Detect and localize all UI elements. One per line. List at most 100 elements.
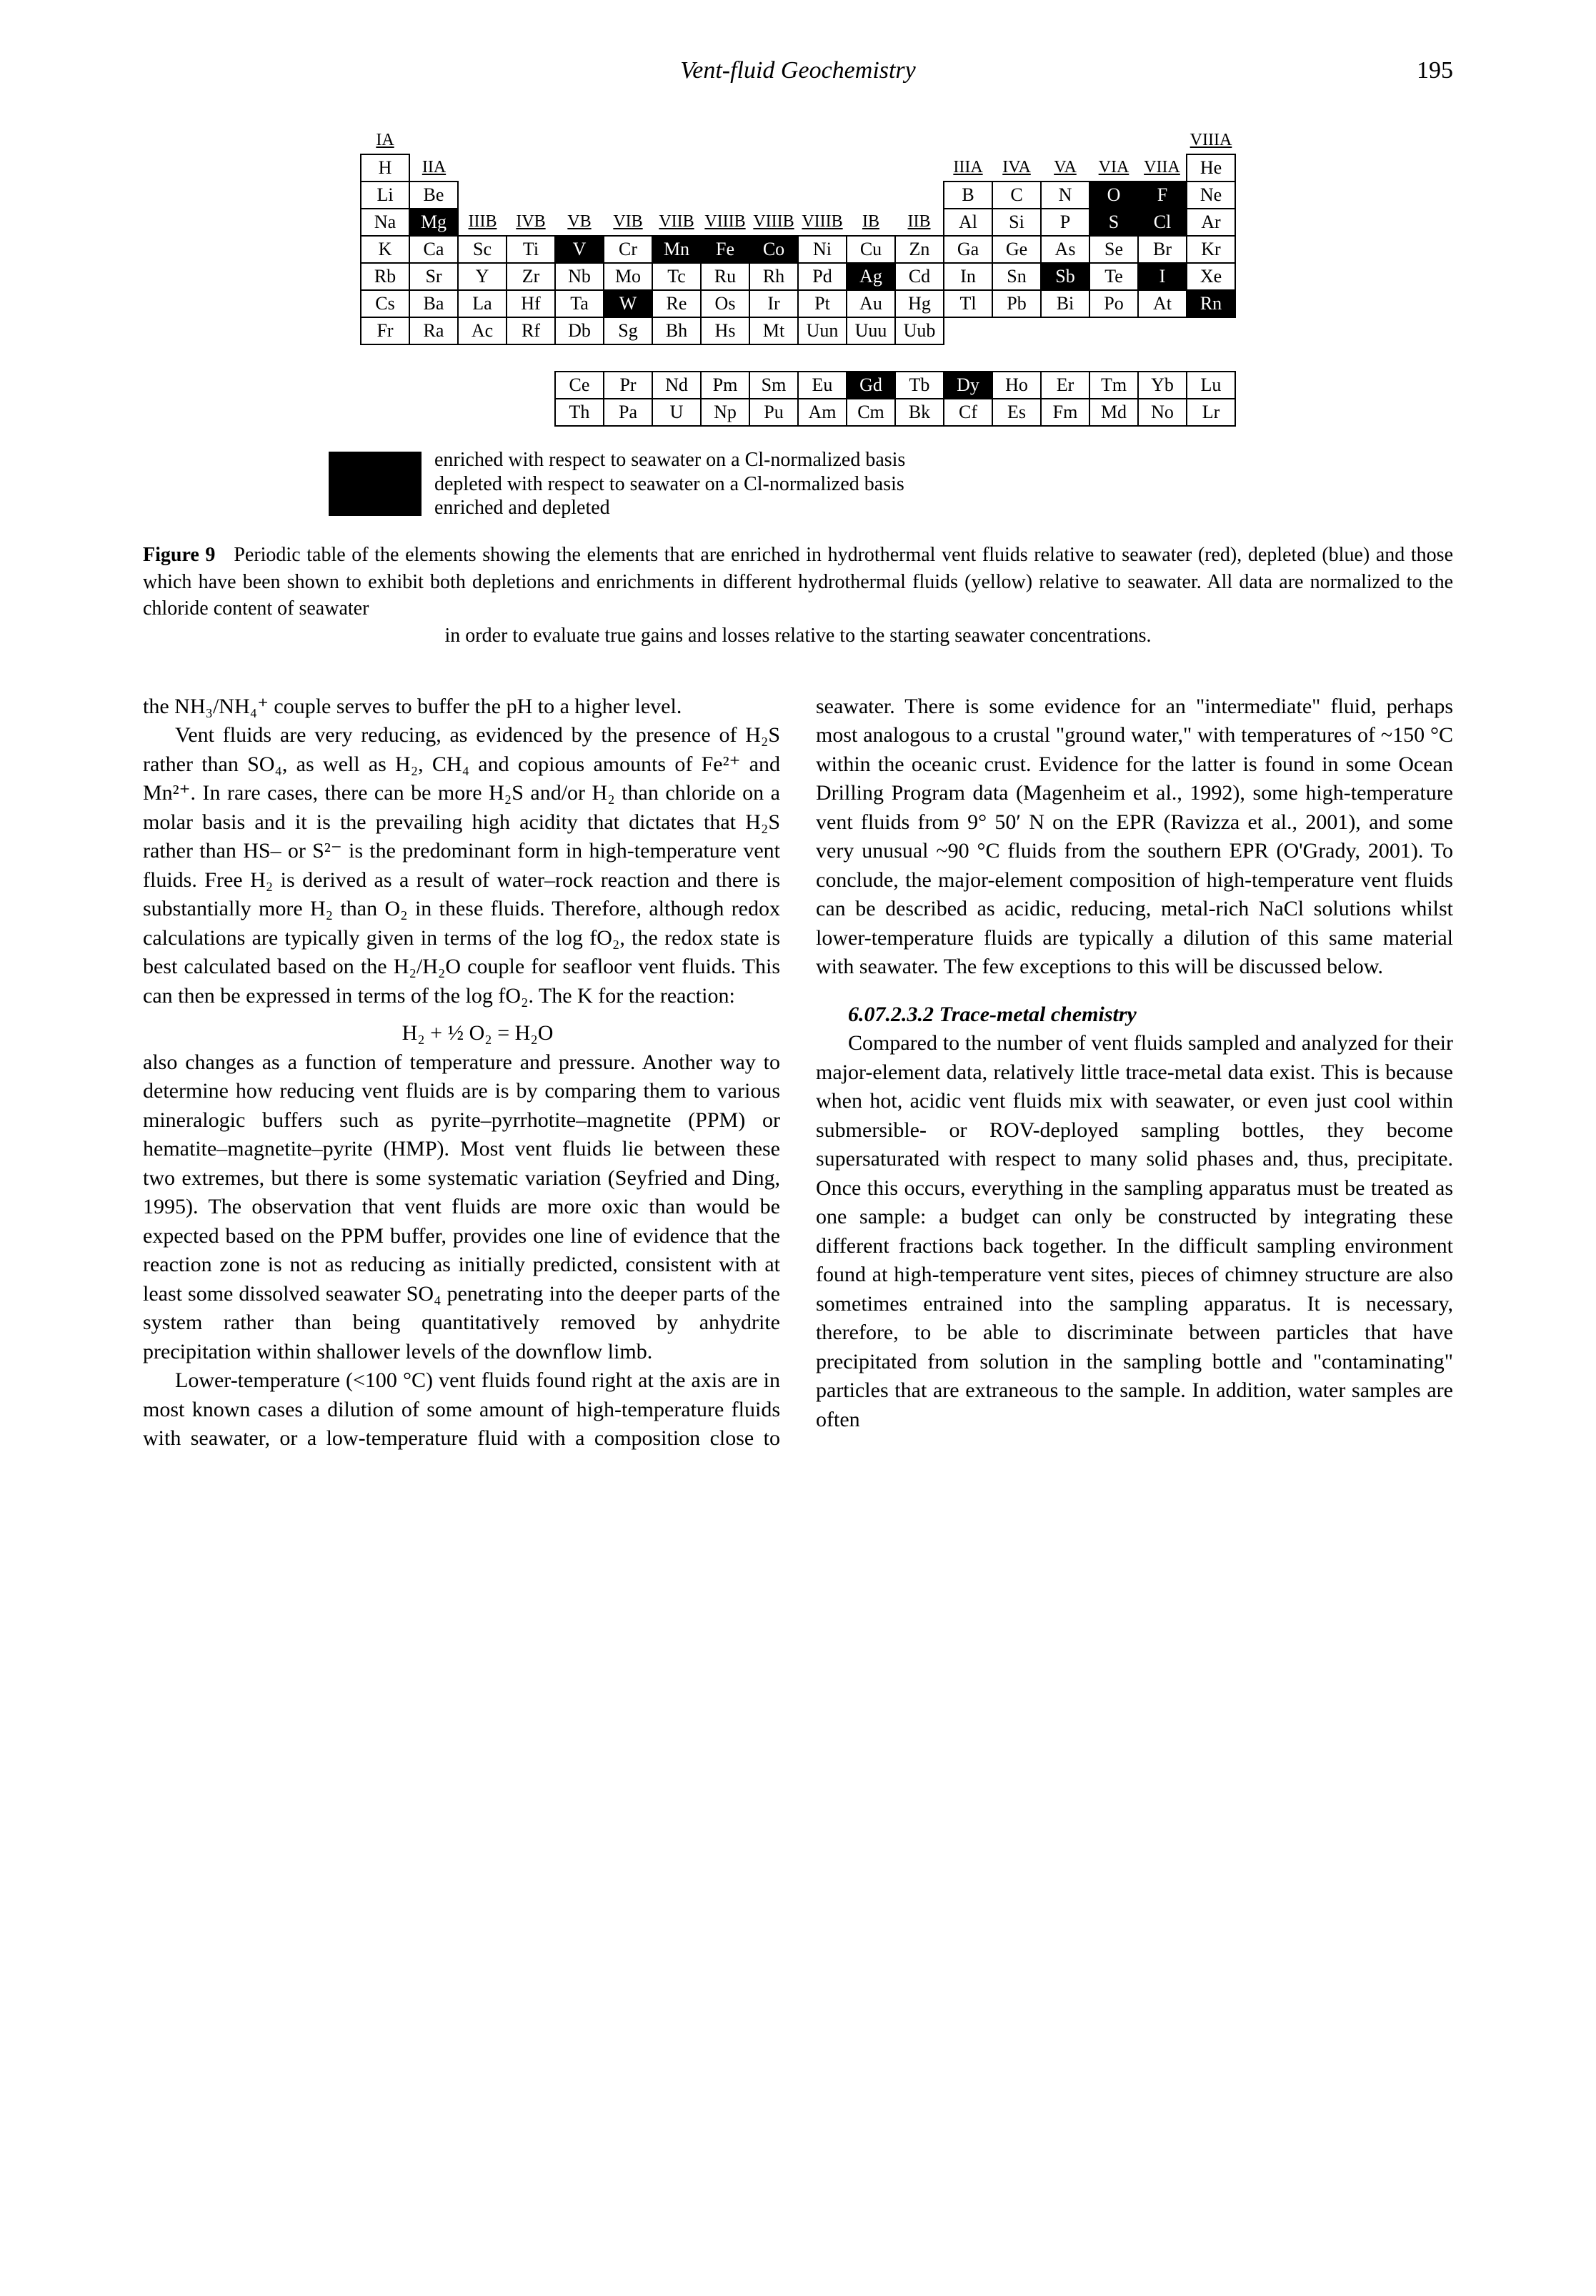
- group-label: VIIIB: [701, 209, 749, 236]
- element-cell: Sn: [992, 263, 1041, 290]
- element-cell: Cf: [944, 399, 992, 426]
- element-cell: Se: [1089, 236, 1138, 263]
- element-cell: Cd: [895, 263, 944, 290]
- element-cell: No: [1138, 399, 1187, 426]
- element-cell: Pb: [992, 290, 1041, 317]
- element-cell: Au: [847, 290, 895, 317]
- element-cell: Md: [1089, 399, 1138, 426]
- periodic-row: H IIA IIIA IVA VA VIA VIIA He: [361, 154, 1235, 182]
- element-cell: Co: [749, 236, 798, 263]
- periodic-table-figure: IA VIIIA H IIA IIIA IVA VA VIA VIIA He L…: [143, 127, 1453, 520]
- element-cell: Es: [992, 399, 1041, 426]
- element-cell: Sg: [604, 317, 652, 344]
- element-cell: Hs: [701, 317, 749, 344]
- element-cell: Ba: [409, 290, 458, 317]
- element-cell: Eu: [798, 372, 847, 399]
- group-label: IB: [847, 209, 895, 236]
- element-cell: W: [604, 290, 652, 317]
- element-cell: Ca: [409, 236, 458, 263]
- figure-caption-text: Periodic table of the elements showing t…: [143, 544, 1453, 620]
- element-cell: Fe: [701, 236, 749, 263]
- running-title: Vent-fluid Geochemistry: [200, 57, 1396, 84]
- figure-legend: enriched with respect to seawater on a C…: [329, 448, 1453, 520]
- element-cell: Hg: [895, 290, 944, 317]
- lanthanide-row: Ce Pr Nd Pm Sm Eu Gd Tb Dy Ho Er Tm Yb L…: [361, 372, 1235, 399]
- element-cell: Ni: [798, 236, 847, 263]
- element-cell: Tc: [652, 263, 701, 290]
- element-cell: Ag: [847, 263, 895, 290]
- element-cell: Re: [652, 290, 701, 317]
- element-cell: Zn: [895, 236, 944, 263]
- element-cell: S: [1089, 209, 1138, 236]
- body-text-columns: the NH₃/NH₄⁺ couple serves to buffer the…: [143, 692, 1453, 1453]
- group-label-row-top: IA VIIIA: [361, 127, 1235, 154]
- element-cell: Ta: [555, 290, 604, 317]
- element-cell: V: [555, 236, 604, 263]
- element-cell: Be: [409, 182, 458, 209]
- element-cell: Tm: [1089, 372, 1138, 399]
- group-label: VIIIB: [798, 209, 847, 236]
- element-cell: Gd: [847, 372, 895, 399]
- element-cell: Dy: [944, 372, 992, 399]
- page-number: 195: [1396, 57, 1453, 84]
- periodic-table: IA VIIIA H IIA IIIA IVA VA VIA VIIA He L…: [360, 127, 1236, 427]
- group-label: IVA: [992, 154, 1041, 182]
- group-label: VIA: [1089, 154, 1138, 182]
- element-cell: Sr: [409, 263, 458, 290]
- element-cell: Na: [361, 209, 409, 236]
- element-cell: Ga: [944, 236, 992, 263]
- group-label: IIA: [409, 154, 458, 182]
- element-cell: Rn: [1187, 290, 1235, 317]
- element-cell: Sb: [1041, 263, 1089, 290]
- element-cell: Ce: [555, 372, 604, 399]
- group-label: IA: [361, 127, 409, 154]
- group-label: IIIA: [944, 154, 992, 182]
- element-cell: Zr: [507, 263, 555, 290]
- element-cell: Db: [555, 317, 604, 344]
- element-cell: Pr: [604, 372, 652, 399]
- element-cell: Yb: [1138, 372, 1187, 399]
- element-cell: Fm: [1041, 399, 1089, 426]
- group-label: VB: [555, 209, 604, 236]
- element-cell: P: [1041, 209, 1089, 236]
- group-label: VIIA: [1138, 154, 1187, 182]
- element-cell: Nd: [652, 372, 701, 399]
- element-cell: Mt: [749, 317, 798, 344]
- group-label: IIB: [895, 209, 944, 236]
- element-cell: I: [1138, 263, 1187, 290]
- legend-swatch-icon: [329, 452, 422, 516]
- element-cell: Po: [1089, 290, 1138, 317]
- periodic-row: Fr Ra Ac Rf Db Sg Bh Hs Mt Uun Uuu Uub: [361, 317, 1235, 344]
- legend-line: depleted with respect to seawater on a C…: [434, 472, 905, 497]
- element-cell: Al: [944, 209, 992, 236]
- element-cell: Hf: [507, 290, 555, 317]
- element-cell: Mg: [409, 209, 458, 236]
- element-cell: Pt: [798, 290, 847, 317]
- element-cell: U: [652, 399, 701, 426]
- element-cell: In: [944, 263, 992, 290]
- element-cell: Si: [992, 209, 1041, 236]
- element-cell: Cs: [361, 290, 409, 317]
- element-cell: La: [458, 290, 507, 317]
- element-cell: Tb: [895, 372, 944, 399]
- element-cell: Sc: [458, 236, 507, 263]
- element-cell: Ir: [749, 290, 798, 317]
- element-cell: Xe: [1187, 263, 1235, 290]
- group-label: IVB: [507, 209, 555, 236]
- element-cell: Pa: [604, 399, 652, 426]
- element-cell: Rb: [361, 263, 409, 290]
- element-cell: Rh: [749, 263, 798, 290]
- element-cell: Cu: [847, 236, 895, 263]
- element-cell: Fr: [361, 317, 409, 344]
- element-cell: Nb: [555, 263, 604, 290]
- group-label: VIB: [604, 209, 652, 236]
- element-cell: Cr: [604, 236, 652, 263]
- element-cell: At: [1138, 290, 1187, 317]
- element-cell: B: [944, 182, 992, 209]
- element-cell: As: [1041, 236, 1089, 263]
- element-cell: Bh: [652, 317, 701, 344]
- element-cell: Te: [1089, 263, 1138, 290]
- body-paragraph: Compared to the number of vent fluids sa…: [816, 1029, 1453, 1434]
- body-paragraph: Vent fluids are very reducing, as eviden…: [143, 721, 780, 1010]
- body-paragraph: also changes as a function of temperatur…: [143, 1048, 780, 1367]
